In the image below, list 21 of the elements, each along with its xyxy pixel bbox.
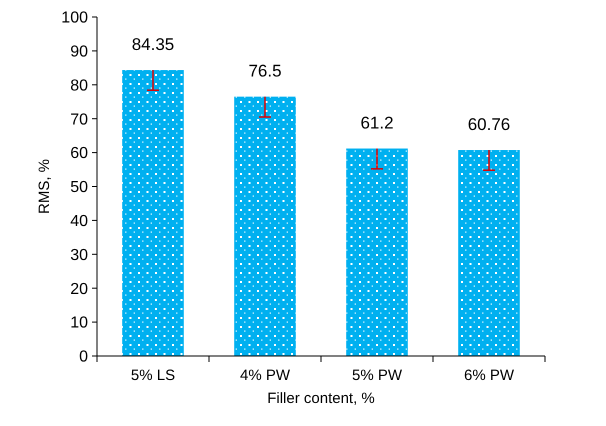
y-tick-label: 10 [70, 314, 88, 332]
data-label: 60.76 [468, 115, 510, 134]
y-axis-title: RMS, % [36, 158, 53, 214]
y-tick-label: 60 [70, 145, 88, 162]
y-tick-label: 50 [70, 179, 88, 196]
y-tick-label: 100 [61, 10, 88, 27]
data-label: 84.35 [132, 35, 174, 54]
data-label: 76.5 [248, 62, 282, 81]
x-tick-label: 5% PW [352, 367, 403, 384]
y-tick-label: 20 [70, 280, 88, 298]
y-tick-label: 40 [70, 213, 88, 230]
x-tick-label: 5% LS [130, 367, 176, 384]
x-axis-title: Filler content, % [267, 390, 375, 407]
y-tick-label: 90 [70, 44, 88, 60]
y-tick-label: 0 [79, 348, 88, 366]
y-tick-label: 30 [70, 246, 88, 264]
y-tick-label: 70 [70, 111, 88, 128]
x-tick-label: 4% PW [240, 367, 291, 384]
data-label: 61.2 [360, 114, 394, 133]
y-tick-label: 80 [70, 77, 88, 94]
x-tick-label: 6% PW [464, 367, 515, 384]
